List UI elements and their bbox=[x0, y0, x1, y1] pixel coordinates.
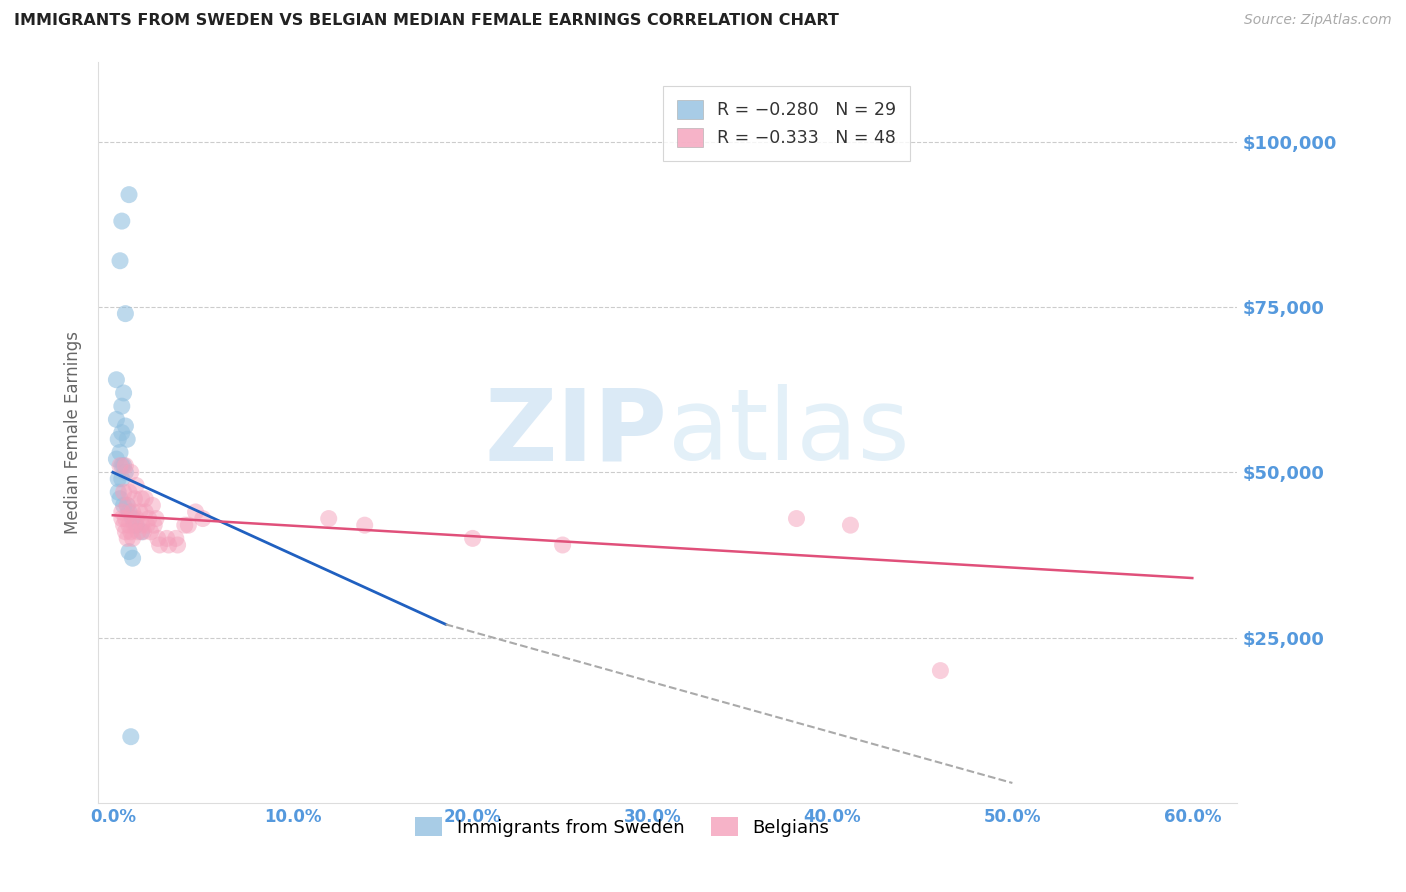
Point bbox=[461, 532, 484, 546]
Point bbox=[146, 532, 169, 546]
Point bbox=[121, 532, 143, 546]
Point bbox=[114, 307, 136, 321]
Point bbox=[318, 511, 340, 525]
Point bbox=[839, 518, 862, 533]
Point bbox=[120, 730, 142, 744]
Point bbox=[136, 518, 159, 533]
Point bbox=[124, 518, 146, 533]
Point bbox=[108, 458, 131, 473]
Point bbox=[114, 524, 136, 539]
Point bbox=[111, 472, 134, 486]
Point bbox=[138, 511, 160, 525]
Point bbox=[111, 505, 134, 519]
Point bbox=[191, 511, 214, 525]
Point bbox=[112, 386, 135, 401]
Point bbox=[156, 532, 179, 546]
Point bbox=[108, 253, 131, 268]
Text: IMMIGRANTS FROM SWEDEN VS BELGIAN MEDIAN FEMALE EARNINGS CORRELATION CHART: IMMIGRANTS FROM SWEDEN VS BELGIAN MEDIAN… bbox=[14, 13, 839, 29]
Point bbox=[105, 412, 128, 426]
Point bbox=[141, 499, 163, 513]
Point bbox=[112, 485, 135, 500]
Point bbox=[107, 472, 129, 486]
Point bbox=[143, 518, 166, 533]
Point bbox=[131, 491, 153, 506]
Point bbox=[115, 432, 138, 446]
Point bbox=[134, 491, 156, 506]
Point bbox=[115, 499, 138, 513]
Point bbox=[131, 524, 153, 539]
Point bbox=[125, 478, 148, 492]
Point bbox=[177, 518, 200, 533]
Point bbox=[112, 458, 135, 473]
Point bbox=[107, 485, 129, 500]
Point bbox=[107, 432, 129, 446]
Point bbox=[118, 518, 141, 533]
Point bbox=[353, 518, 375, 533]
Y-axis label: Median Female Earnings: Median Female Earnings bbox=[65, 331, 83, 534]
Point bbox=[785, 511, 807, 525]
Point bbox=[111, 214, 134, 228]
Point bbox=[120, 524, 142, 539]
Point bbox=[115, 499, 138, 513]
Point bbox=[114, 458, 136, 473]
Point bbox=[111, 399, 134, 413]
Point bbox=[173, 518, 195, 533]
Point bbox=[121, 505, 143, 519]
Point bbox=[108, 445, 131, 459]
Point bbox=[165, 532, 187, 546]
Point bbox=[139, 524, 162, 539]
Point bbox=[128, 505, 150, 519]
Point bbox=[115, 532, 138, 546]
Point bbox=[111, 425, 134, 440]
Point bbox=[125, 518, 148, 533]
Point bbox=[111, 458, 134, 473]
Point bbox=[118, 544, 141, 558]
Point bbox=[124, 491, 146, 506]
Point bbox=[127, 524, 149, 539]
Point bbox=[134, 505, 156, 519]
Point bbox=[184, 505, 207, 519]
Text: ZIP: ZIP bbox=[485, 384, 668, 481]
Point bbox=[108, 491, 131, 506]
Point bbox=[118, 187, 141, 202]
Point bbox=[551, 538, 574, 552]
Point bbox=[121, 551, 143, 566]
Legend: Immigrants from Sweden, Belgians: Immigrants from Sweden, Belgians bbox=[406, 807, 838, 846]
Point bbox=[114, 465, 136, 479]
Point bbox=[929, 664, 952, 678]
Point bbox=[120, 465, 142, 479]
Point bbox=[114, 511, 136, 525]
Point bbox=[105, 452, 128, 467]
Point bbox=[118, 485, 141, 500]
Point bbox=[125, 511, 148, 525]
Point bbox=[121, 511, 143, 525]
Point bbox=[114, 419, 136, 434]
Point bbox=[145, 511, 167, 525]
Point bbox=[112, 499, 135, 513]
Text: Source: ZipAtlas.com: Source: ZipAtlas.com bbox=[1244, 13, 1392, 28]
Point bbox=[112, 518, 135, 533]
Point bbox=[166, 538, 188, 552]
Point bbox=[157, 538, 180, 552]
Text: atlas: atlas bbox=[668, 384, 910, 481]
Point bbox=[131, 518, 153, 533]
Point bbox=[111, 511, 134, 525]
Point bbox=[149, 538, 172, 552]
Point bbox=[118, 505, 141, 519]
Point bbox=[132, 524, 155, 539]
Point bbox=[105, 373, 128, 387]
